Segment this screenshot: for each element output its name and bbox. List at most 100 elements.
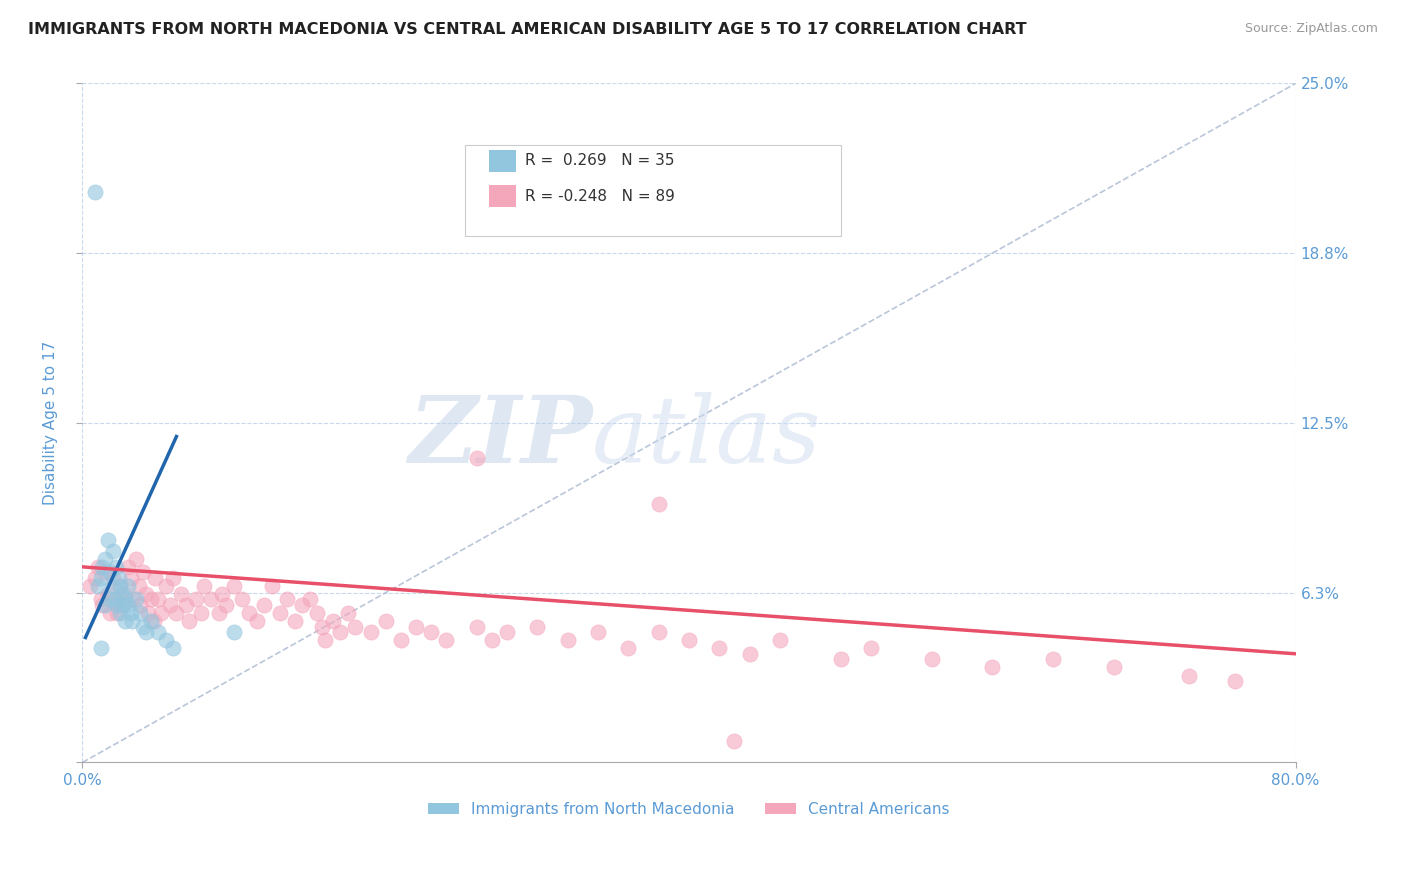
Point xyxy=(307,606,329,620)
Bar xyxy=(489,186,516,207)
Point xyxy=(1223,673,1246,688)
Point xyxy=(90,641,112,656)
Point xyxy=(617,641,640,656)
Point xyxy=(374,614,396,628)
Point xyxy=(586,625,609,640)
Point xyxy=(110,579,132,593)
Point xyxy=(97,533,120,547)
Point xyxy=(276,592,298,607)
Point xyxy=(921,652,943,666)
Point xyxy=(90,592,112,607)
Point xyxy=(291,598,314,612)
Point xyxy=(129,598,152,612)
Point xyxy=(238,606,260,620)
Point xyxy=(481,633,503,648)
Point xyxy=(120,571,142,585)
Point xyxy=(155,579,177,593)
Point xyxy=(830,652,852,666)
Point xyxy=(246,614,269,628)
Point xyxy=(117,560,139,574)
Point xyxy=(97,587,120,601)
Point xyxy=(112,598,135,612)
Point xyxy=(148,625,170,640)
Point xyxy=(105,598,128,612)
Point xyxy=(162,641,184,656)
Point xyxy=(215,598,238,612)
Point xyxy=(200,592,222,607)
Text: IMMIGRANTS FROM NORTH MACEDONIA VS CENTRAL AMERICAN DISABILITY AGE 5 TO 17 CORRE: IMMIGRANTS FROM NORTH MACEDONIA VS CENTR… xyxy=(28,22,1026,37)
Point xyxy=(136,606,159,620)
Y-axis label: Disability Age 5 to 17: Disability Age 5 to 17 xyxy=(44,341,58,505)
Text: R = -0.248   N = 89: R = -0.248 N = 89 xyxy=(526,188,675,203)
Point xyxy=(120,606,142,620)
Point xyxy=(211,587,233,601)
Point xyxy=(526,620,548,634)
Point xyxy=(496,625,519,640)
Point xyxy=(104,560,127,574)
Point xyxy=(162,571,184,585)
Point xyxy=(135,587,157,601)
Point xyxy=(647,497,669,511)
Legend: Immigrants from North Macedonia, Central Americans: Immigrants from North Macedonia, Central… xyxy=(422,796,956,822)
Point xyxy=(1178,668,1201,682)
Point xyxy=(1102,660,1125,674)
Point xyxy=(174,598,197,612)
Point xyxy=(709,641,731,656)
Text: ZIP: ZIP xyxy=(408,392,592,482)
Point xyxy=(159,598,181,612)
Point xyxy=(738,647,761,661)
Point xyxy=(465,620,488,634)
Point xyxy=(79,579,101,593)
FancyBboxPatch shape xyxy=(464,145,841,236)
Point xyxy=(112,598,135,612)
Point xyxy=(222,579,245,593)
Point xyxy=(94,551,117,566)
Point xyxy=(91,598,114,612)
Point xyxy=(177,614,200,628)
Point xyxy=(111,587,134,601)
Bar xyxy=(489,150,516,171)
Point xyxy=(117,598,139,612)
Point xyxy=(170,587,193,601)
Point xyxy=(859,641,882,656)
Point xyxy=(94,598,117,612)
Point xyxy=(465,451,488,466)
Point xyxy=(139,592,162,607)
Point xyxy=(723,733,745,747)
Point xyxy=(101,571,124,585)
Text: atlas: atlas xyxy=(592,392,821,482)
Point xyxy=(121,614,143,628)
Point xyxy=(769,633,792,648)
Point xyxy=(86,579,108,593)
Point xyxy=(231,592,253,607)
Text: R =  0.269   N = 35: R = 0.269 N = 35 xyxy=(526,153,675,169)
Point xyxy=(124,592,146,607)
Point xyxy=(420,625,443,640)
Point xyxy=(104,592,127,607)
Point xyxy=(260,579,283,593)
Point xyxy=(101,543,124,558)
Point xyxy=(405,620,427,634)
Point xyxy=(110,606,132,620)
Point xyxy=(142,614,165,628)
Point xyxy=(344,620,367,634)
Point xyxy=(329,625,352,640)
Point xyxy=(105,606,128,620)
Point xyxy=(104,592,127,607)
Point xyxy=(117,579,139,593)
Point xyxy=(186,592,208,607)
Point xyxy=(1042,652,1064,666)
Point xyxy=(981,660,1004,674)
Point xyxy=(155,633,177,648)
Point xyxy=(108,571,131,585)
Point xyxy=(83,571,105,585)
Point xyxy=(98,592,121,607)
Point xyxy=(208,606,231,620)
Point xyxy=(114,587,136,601)
Point xyxy=(222,625,245,640)
Point xyxy=(311,620,333,634)
Point xyxy=(98,566,121,580)
Point xyxy=(148,592,170,607)
Point xyxy=(94,566,117,580)
Point xyxy=(121,592,143,607)
